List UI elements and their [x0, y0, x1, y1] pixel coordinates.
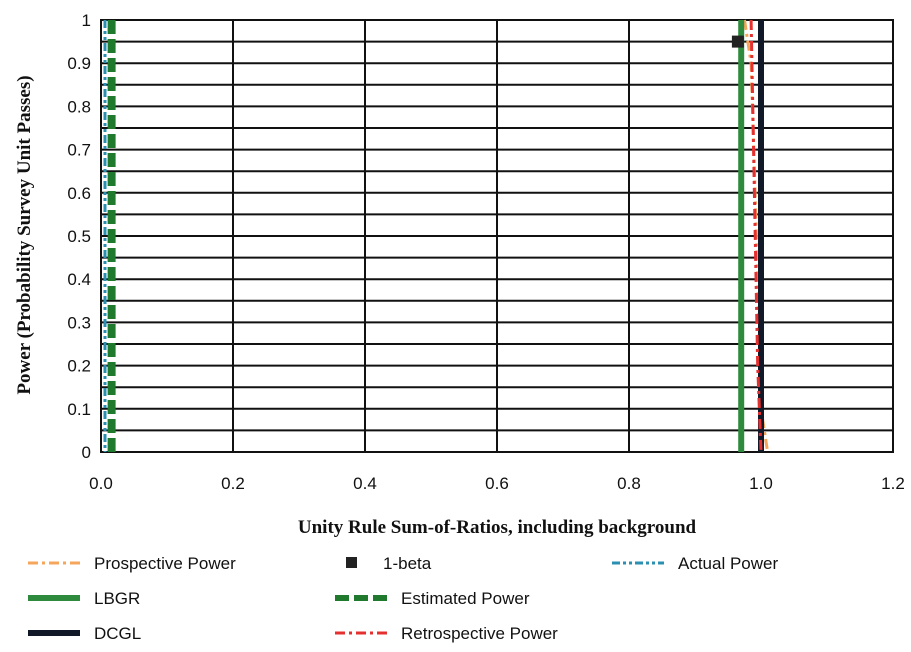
x-tick-label: 1.0	[749, 474, 773, 493]
x-tick-label: 0.4	[353, 474, 377, 493]
y-tick-label: 0.6	[67, 184, 91, 203]
grid	[100, 19, 894, 453]
x-tick-label: 0.8	[617, 474, 641, 493]
legend: Prospective Power 1-beta Actual Power LBGR E…	[28, 554, 778, 643]
x-axis-title: Unity Rule Sum-of-Ratios, including back…	[298, 517, 697, 538]
legend-actual-power-label: Actual Power	[678, 554, 778, 573]
y-tick-label: 0.9	[67, 54, 91, 73]
series-markers	[731, 35, 744, 48]
legend-lbgr-label: LBGR	[94, 589, 140, 608]
y-tick-label: 0.5	[67, 227, 91, 246]
y-tick-labels: 0 0.1 0.2 0.3 0.4 0.5 0.6 0.7 0.8 0.9 1	[67, 11, 91, 462]
y-tick-label: 0	[82, 443, 91, 462]
y-tick-label: 0.1	[67, 400, 91, 419]
y-tick-label: 0.2	[67, 357, 91, 376]
legend-dcgl-label: DCGL	[94, 624, 141, 643]
legend-prospective-power-label: Prospective Power	[94, 554, 236, 573]
x-tick-label: 0.0	[89, 474, 113, 493]
y-tick-label: 0.7	[67, 141, 91, 160]
y-tick-label: 0.4	[67, 270, 91, 289]
x-tick-labels: 0.0 0.2 0.4 0.6 0.8 1.0 1.2	[89, 474, 905, 493]
legend-1-beta-label: 1-beta	[383, 554, 432, 573]
y-tick-label: 0.8	[67, 97, 91, 116]
y-axis-title: Power (Probability Survey Unit Passes)	[14, 75, 35, 394]
plot-border	[100, 19, 894, 453]
y-tick-label: 1	[82, 11, 91, 30]
legend-1-beta-swatch	[346, 557, 357, 568]
legend-retrospective-power-label: Retrospective Power	[401, 624, 558, 643]
series-lines	[103, 19, 770, 453]
1-beta-marker	[731, 35, 744, 48]
retrospective-power-line	[749, 19, 763, 453]
y-tick-label: 0.3	[67, 313, 91, 332]
x-tick-label: 1.2	[881, 474, 905, 493]
x-tick-label: 0.2	[221, 474, 245, 493]
legend-estimated-power-label: Estimated Power	[401, 589, 530, 608]
x-tick-label: 0.6	[485, 474, 509, 493]
